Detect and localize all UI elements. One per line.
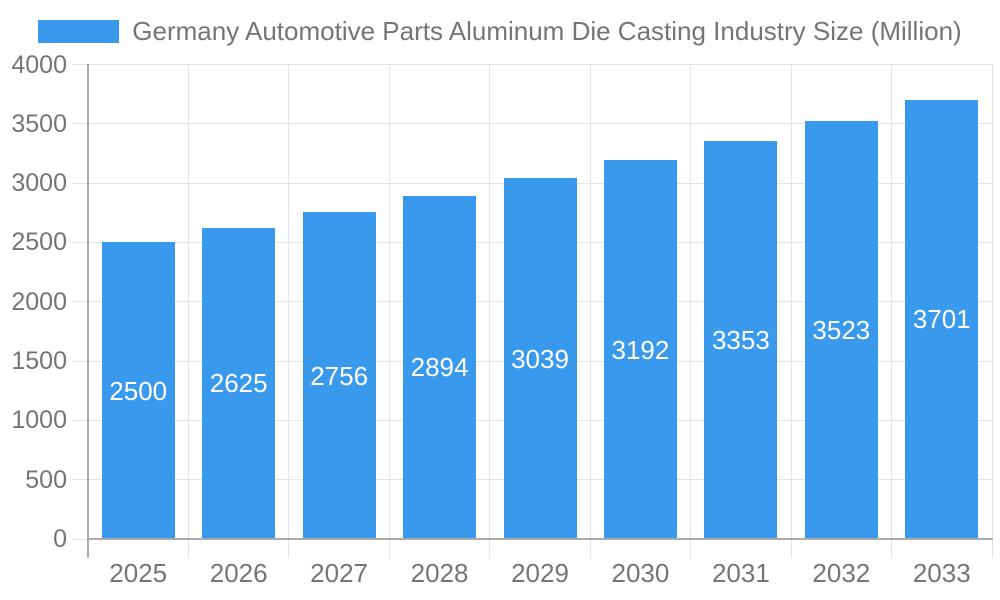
vertical-gridline [388,64,390,558]
x-axis-tick-label: 2026 [209,558,268,588]
y-axis-tick-label: 3500 [11,109,67,138]
x-axis-tick-label: 2029 [511,558,569,588]
y-axis-tick-label: 2000 [11,287,67,316]
y-axis-tick-label: 3000 [11,169,67,198]
vertical-gridline [891,64,893,558]
bar-2030[interactable]: 3192 [603,160,677,539]
y-axis-line [87,64,89,558]
bar-2026[interactable]: 2625 [202,227,276,539]
legend-label: Germany Automotive Parts Aluminum Die Ca… [132,16,962,46]
y-axis-tick-label: 4000 [11,50,67,79]
bar-2031[interactable]: 3353 [704,141,778,539]
x-axis-tick-label: 2031 [711,558,770,588]
bar-2033[interactable]: 3701 [905,99,979,539]
vertical-gridline [288,64,290,558]
vertical-gridline [489,64,491,558]
bar-2032[interactable]: 3523 [804,121,878,539]
bar-value-label: 3701 [912,304,971,335]
bar-2027[interactable]: 2756 [302,212,376,539]
x-axis-line [87,538,993,540]
bar-value-label: 2500 [109,375,168,406]
vertical-gridline [991,64,993,558]
x-axis-tick-label: 2033 [912,558,971,588]
vertical-gridline [790,64,792,558]
y-axis-tick-label: 1000 [11,406,67,435]
bar-value-label: 2756 [310,360,369,391]
y-axis-tick-label: 1500 [11,347,67,376]
x-axis-tick-label: 2027 [310,558,369,588]
bar-value-label: 3192 [611,334,670,365]
horizontal-gridline [73,64,992,65]
x-axis-tick-label: 2032 [812,558,871,588]
vertical-gridline [690,64,692,558]
x-axis-tick-label: 2028 [410,558,469,588]
vertical-gridline [187,64,189,558]
bar-value-label: 3353 [711,325,770,356]
bar-2025[interactable]: 2500 [101,242,175,539]
bar-2029[interactable]: 3039 [503,178,577,539]
x-axis-tick-label: 2025 [109,558,168,588]
bar-2028[interactable]: 2894 [403,195,477,539]
y-axis-tick-label: 500 [25,465,67,494]
bar-value-label: 2894 [410,352,469,383]
vertical-gridline [589,64,591,558]
horizontal-gridline [73,123,992,125]
y-axis-tick-label: 2500 [11,228,67,257]
bar-value-label: 2625 [209,368,268,399]
y-axis-tick-label: 0 [53,525,67,553]
legend-swatch-icon [38,19,120,43]
bar-value-label: 3039 [511,343,569,374]
legend[interactable]: Germany Automotive Parts Aluminum Die Ca… [0,16,1000,46]
x-axis-tick-label: 2030 [611,558,670,588]
bar-value-label: 3523 [812,315,871,346]
